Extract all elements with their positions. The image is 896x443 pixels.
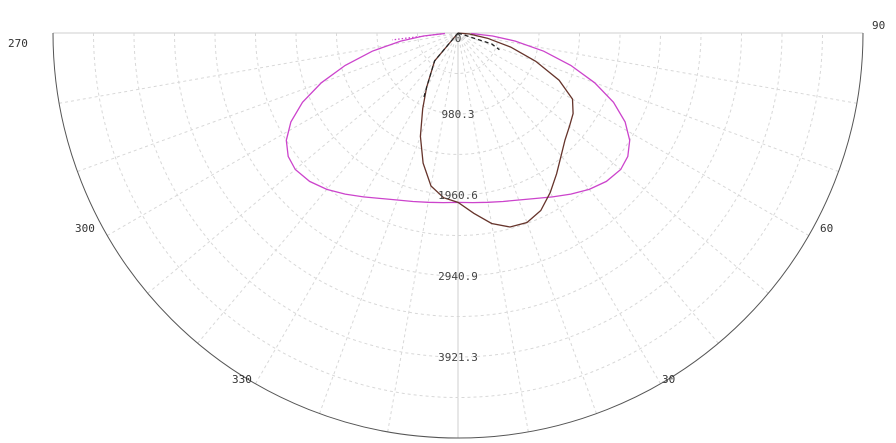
grid-spoke (197, 32, 459, 344)
grid-spoke (77, 32, 459, 172)
radial-tick-label: 3921.3 (438, 351, 478, 364)
series-layer (285, 32, 631, 228)
grid-arc (417, 32, 499, 74)
grid-spoke (457, 32, 529, 432)
grid-arc (214, 32, 702, 277)
grid-spoke (457, 32, 661, 384)
grid-spoke (319, 32, 459, 414)
grid-spoke (457, 32, 839, 172)
grid-spoke (59, 32, 459, 104)
grid-arc (295, 32, 621, 196)
angle-label: 30 (662, 373, 675, 386)
grid-spoke (457, 32, 597, 414)
angle-label: 330 (232, 373, 252, 386)
grid-spoke (457, 32, 719, 344)
label-layer: 0 980.3 1960.6 2940.9 3921.3 270 300 330 30 60 90 (8, 19, 885, 386)
outer-boundary-arc (52, 32, 864, 439)
polar-grid (52, 32, 864, 439)
grid-spoke (457, 32, 769, 294)
grid-spoke (457, 32, 809, 236)
radial-tick-label: 0 (455, 32, 462, 45)
radial-tick-label: 2940.9 (438, 270, 478, 283)
series-line (423, 32, 459, 98)
radial-tick-label: 1960.6 (438, 189, 478, 202)
grid-spoke (147, 32, 459, 294)
angle-label: 300 (75, 222, 95, 235)
grid-arc (255, 32, 661, 236)
grid-spoke (387, 32, 459, 432)
series-line (419, 32, 574, 228)
grid-arc (93, 32, 823, 398)
angle-label: 270 (8, 37, 28, 50)
grid-spoke (107, 32, 459, 236)
angle-label: 60 (820, 222, 833, 235)
grid-spoke (255, 32, 459, 384)
series-line (457, 32, 500, 51)
grid-arc (174, 32, 742, 317)
angle-label: 90 (872, 19, 885, 32)
radial-tick-label: 980.3 (441, 108, 474, 121)
grid-arc (376, 32, 540, 115)
